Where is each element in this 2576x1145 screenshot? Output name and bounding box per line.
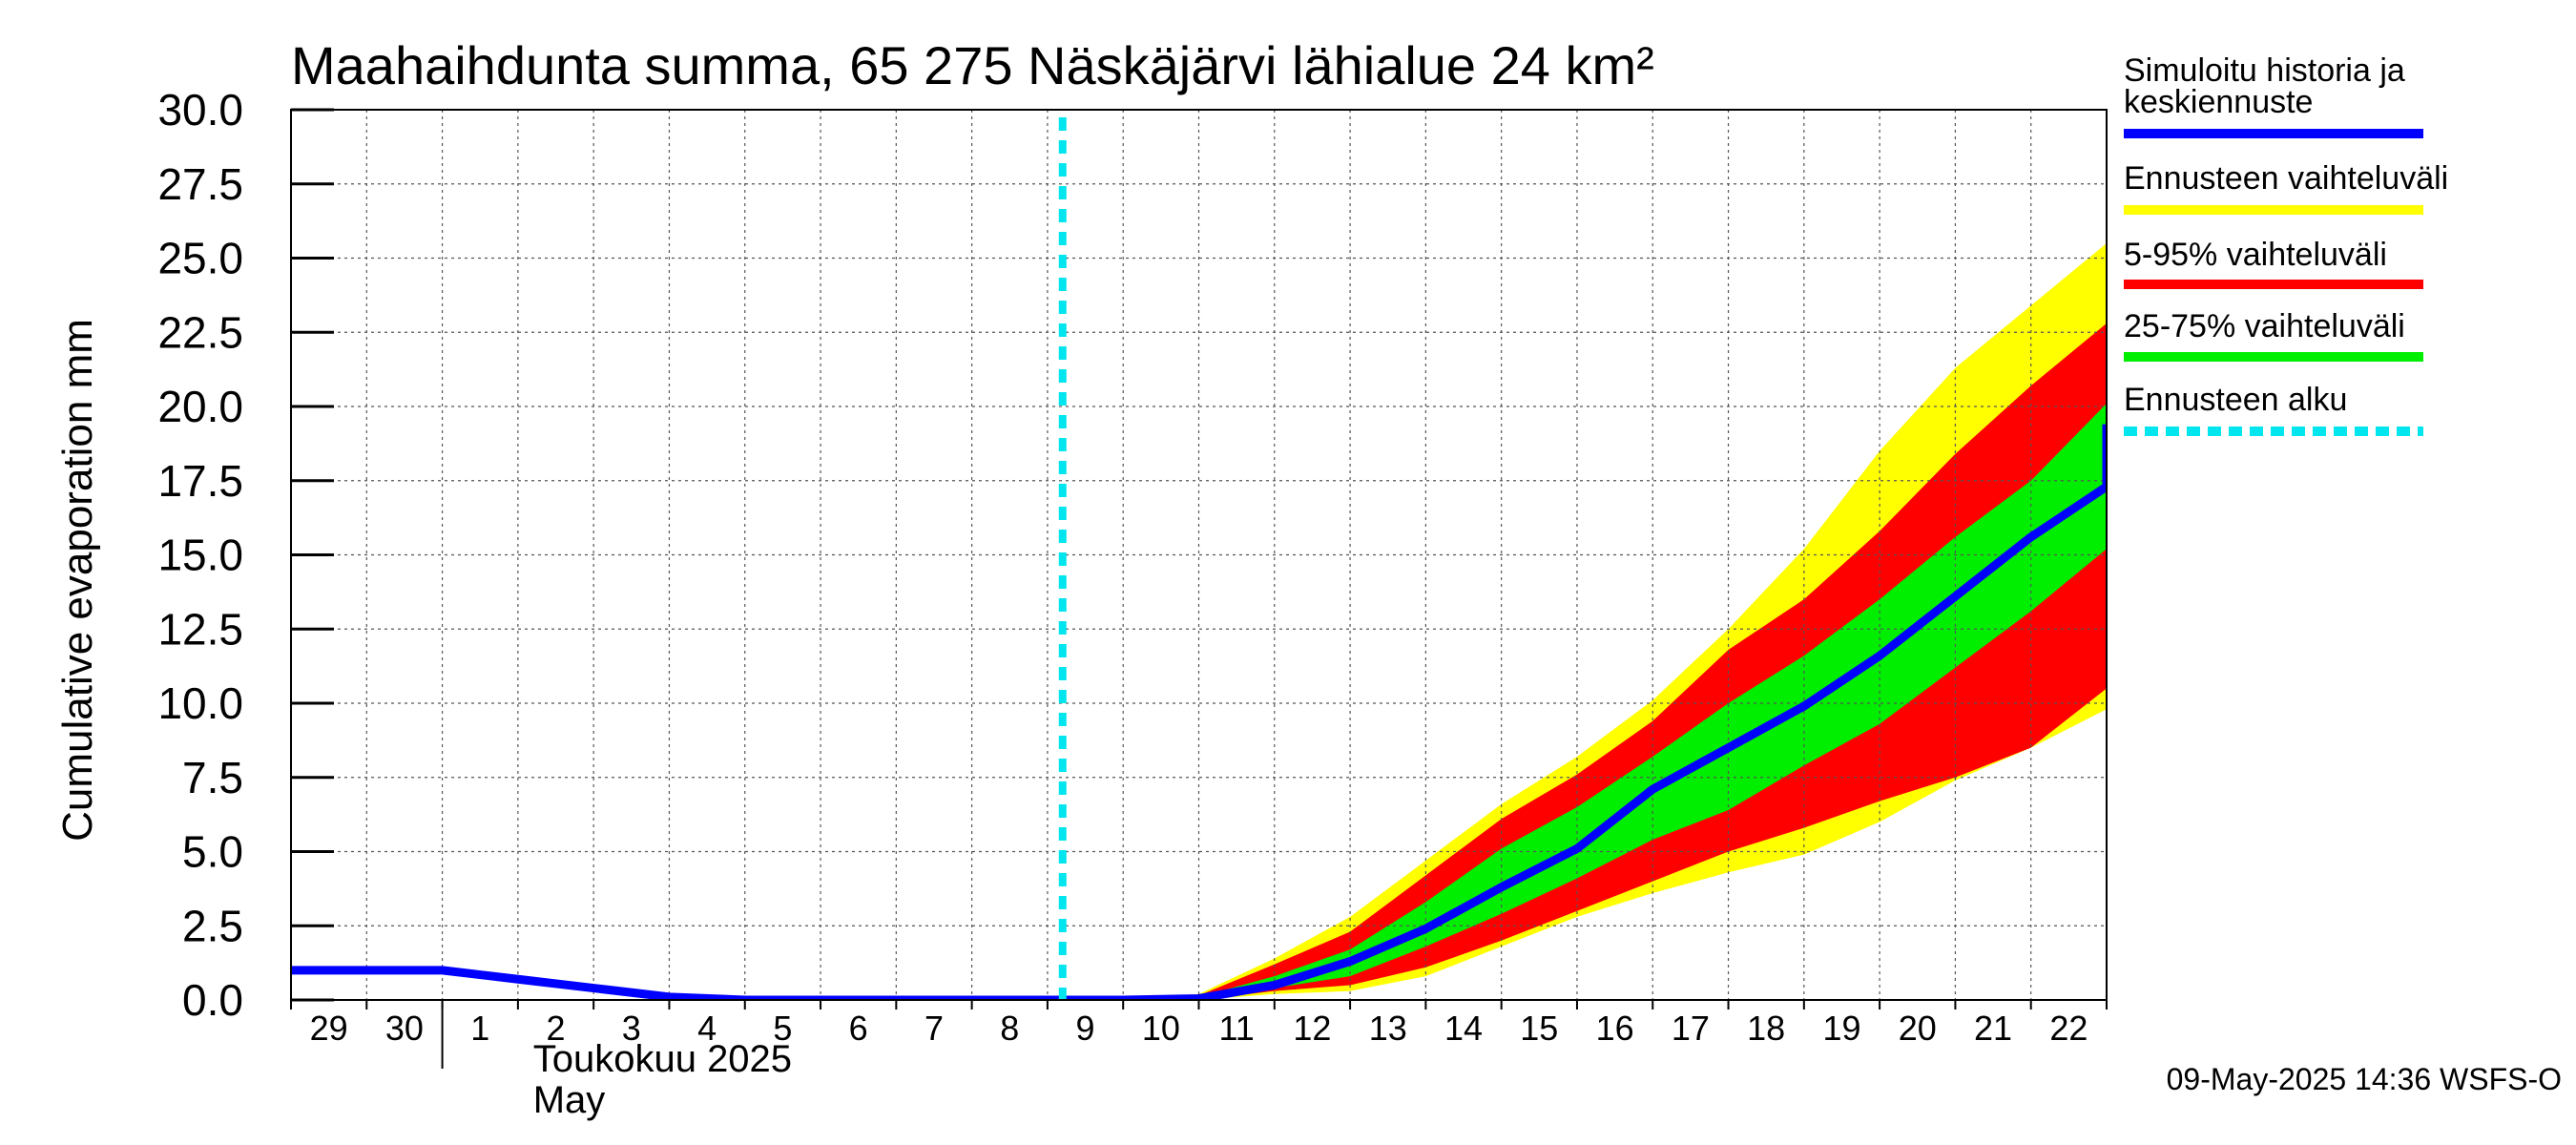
x-tick-label: 1 bbox=[470, 1009, 489, 1048]
y-tick-label: 25.0 bbox=[157, 234, 243, 283]
x-tick-label: 2 bbox=[547, 1009, 566, 1048]
mean-series-line bbox=[291, 424, 2107, 1000]
y-tick-label: 0.0 bbox=[182, 975, 243, 1025]
x-tick-label: 8 bbox=[1000, 1009, 1019, 1048]
x-tick-label: 29 bbox=[310, 1009, 348, 1048]
y-tick-label: 27.5 bbox=[157, 159, 243, 209]
y-tick-label: 30.0 bbox=[157, 85, 243, 135]
x-tick-label: 12 bbox=[1293, 1009, 1331, 1048]
legend-label-0: keskiennuste bbox=[2124, 84, 2313, 120]
legend-label-2: 5-95% vaihteluväli bbox=[2124, 237, 2387, 273]
y-tick-label: 12.5 bbox=[157, 604, 243, 654]
x-tick-label: 18 bbox=[1747, 1009, 1785, 1048]
legend-label-4: Ennusteen alku bbox=[2124, 382, 2347, 418]
x-tick-label: 15 bbox=[1520, 1009, 1558, 1048]
x-tick-label: 19 bbox=[1822, 1009, 1860, 1048]
x-tick-label: 4 bbox=[697, 1009, 717, 1048]
x-tick-label: 20 bbox=[1899, 1009, 1937, 1048]
x-tick-label: 17 bbox=[1672, 1009, 1710, 1048]
x-tick-label: 5 bbox=[773, 1009, 792, 1048]
y-tick-label: 10.0 bbox=[157, 678, 243, 728]
x-tick-label: 16 bbox=[1596, 1009, 1634, 1048]
y-tick-label: 17.5 bbox=[157, 456, 243, 506]
legend-label-1: Ennusteen vaihteluväli bbox=[2124, 160, 2448, 197]
x-tick-label: 10 bbox=[1142, 1009, 1180, 1048]
x-tick-label: 30 bbox=[385, 1009, 424, 1048]
y-tick-label: 15.0 bbox=[157, 531, 243, 580]
x-tick-label: 21 bbox=[1974, 1009, 2012, 1048]
y-axis: 0.0 2.5 5.0 7.5 10.0 12.5 15.0 17.5 20.0 22.5 25.0… bbox=[157, 85, 334, 1025]
x-tick-label: 7 bbox=[924, 1009, 944, 1048]
x-tick-label: 14 bbox=[1444, 1009, 1483, 1048]
x-axis: 29 30 1 2 3 4 5 6 7 8 9 10 11 12 13 14 15 16 17 18 19 20 21 22T… bbox=[290, 1000, 2108, 1121]
plot-area: 0.0 2.5 5.0 7.5 10.0 12.5 15.0 17.5 20.0 22.5 25.0… bbox=[157, 85, 2108, 1121]
x-tick-label: 3 bbox=[622, 1009, 641, 1048]
y-tick-label: 22.5 bbox=[157, 307, 243, 357]
x-tick-label: 6 bbox=[849, 1009, 868, 1048]
y-tick-label: 7.5 bbox=[182, 753, 243, 802]
chart-title: Maahaihdunta summa, 65 275 Näskäjärvi lä… bbox=[291, 35, 1654, 95]
forecast-bands bbox=[1123, 242, 2107, 1000]
band-0 bbox=[1123, 242, 2107, 1000]
legend-label-3: 25-75% vaihteluväli bbox=[2124, 308, 2405, 344]
grid bbox=[290, 109, 2108, 1001]
y-tick-label: 2.5 bbox=[182, 901, 243, 950]
month-label-fi: Toukokuu 2025 bbox=[533, 1038, 792, 1080]
x-tick-label: 9 bbox=[1076, 1009, 1095, 1048]
x-tick-label: 11 bbox=[1218, 1009, 1254, 1048]
x-tick-label: 13 bbox=[1369, 1009, 1407, 1048]
y-axis-label: Cumulative evaporation mm bbox=[54, 319, 101, 842]
month-label-en: May bbox=[533, 1079, 606, 1121]
x-tick-label: 22 bbox=[2049, 1009, 2088, 1048]
timestamp-footer: 09-May-2025 14:36 WSFS-O bbox=[2167, 1062, 2562, 1096]
legend-label-0: Simuloitu historia ja bbox=[2124, 52, 2405, 89]
y-tick-label: 5.0 bbox=[182, 827, 243, 877]
y-tick-label: 20.0 bbox=[157, 382, 243, 431]
